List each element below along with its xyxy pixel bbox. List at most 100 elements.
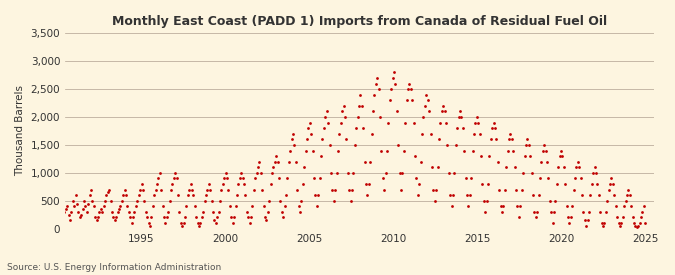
Point: [576, 193, 587, 197]
Point: [325, 170, 336, 175]
Point: [497, 210, 508, 214]
Point: [74, 215, 85, 220]
Point: [484, 154, 495, 158]
Point: [623, 187, 634, 192]
Point: [476, 154, 487, 158]
Point: [506, 137, 517, 142]
Point: [112, 210, 123, 214]
Point: [515, 204, 526, 208]
Point: [429, 199, 440, 203]
Point: [407, 98, 418, 103]
Point: [348, 170, 358, 175]
Point: [520, 143, 531, 147]
Point: [428, 187, 439, 192]
Point: [584, 210, 595, 214]
Point: [244, 221, 255, 225]
Point: [606, 176, 617, 181]
Point: [313, 193, 324, 197]
Point: [121, 193, 132, 197]
Point: [88, 204, 99, 208]
Point: [459, 148, 470, 153]
Point: [279, 204, 290, 208]
Point: [553, 165, 564, 169]
Point: [574, 165, 585, 169]
Point: [99, 204, 109, 208]
Point: [217, 182, 228, 186]
Point: [284, 160, 294, 164]
Point: [529, 210, 540, 214]
Point: [174, 210, 185, 214]
Point: [379, 187, 389, 192]
Point: [435, 120, 446, 125]
Point: [487, 126, 497, 130]
Point: [147, 204, 158, 208]
Point: [310, 193, 321, 197]
Point: [535, 176, 545, 181]
Point: [421, 92, 432, 97]
Point: [471, 115, 482, 119]
Point: [164, 199, 175, 203]
Point: [596, 221, 607, 225]
Point: [566, 215, 576, 220]
Point: [317, 137, 328, 142]
Point: [295, 210, 306, 214]
Point: [364, 160, 375, 164]
Point: [500, 187, 510, 192]
Point: [385, 98, 396, 103]
Point: [352, 115, 363, 119]
Point: [60, 207, 71, 211]
Point: [619, 204, 630, 208]
Point: [401, 98, 412, 103]
Point: [418, 115, 429, 119]
Point: [436, 109, 447, 114]
Point: [242, 210, 252, 214]
Point: [118, 193, 129, 197]
Point: [572, 160, 583, 164]
Point: [129, 210, 140, 214]
Point: [502, 148, 513, 153]
Point: [316, 154, 327, 158]
Point: [460, 176, 471, 181]
Point: [636, 215, 647, 220]
Point: [78, 199, 89, 203]
Point: [156, 187, 167, 192]
Point: [425, 131, 436, 136]
Point: [585, 193, 596, 197]
Point: [441, 120, 452, 125]
Point: [191, 215, 202, 220]
Point: [536, 160, 547, 164]
Point: [491, 137, 502, 142]
Point: [408, 120, 419, 125]
Point: [579, 218, 590, 222]
Point: [416, 131, 427, 136]
Y-axis label: Thousand Barrels: Thousand Barrels: [15, 86, 25, 177]
Point: [468, 131, 479, 136]
Point: [282, 176, 293, 181]
Point: [561, 204, 572, 208]
Point: [122, 204, 133, 208]
Point: [570, 176, 580, 181]
Point: [194, 224, 205, 228]
Point: [195, 221, 206, 225]
Point: [431, 187, 441, 192]
Point: [335, 120, 346, 125]
Point: [296, 199, 307, 203]
Point: [392, 109, 402, 114]
Point: [105, 199, 116, 203]
Point: [167, 182, 178, 186]
Point: [640, 221, 651, 225]
Point: [271, 154, 281, 158]
Point: [181, 204, 192, 208]
Point: [453, 115, 464, 119]
Point: [359, 160, 370, 164]
Point: [424, 109, 435, 114]
Point: [258, 204, 269, 208]
Point: [94, 210, 105, 214]
Point: [438, 104, 449, 108]
Point: [448, 193, 458, 197]
Point: [632, 224, 643, 228]
Point: [547, 221, 558, 225]
Point: [371, 81, 381, 86]
Point: [319, 126, 329, 130]
Point: [68, 199, 78, 203]
